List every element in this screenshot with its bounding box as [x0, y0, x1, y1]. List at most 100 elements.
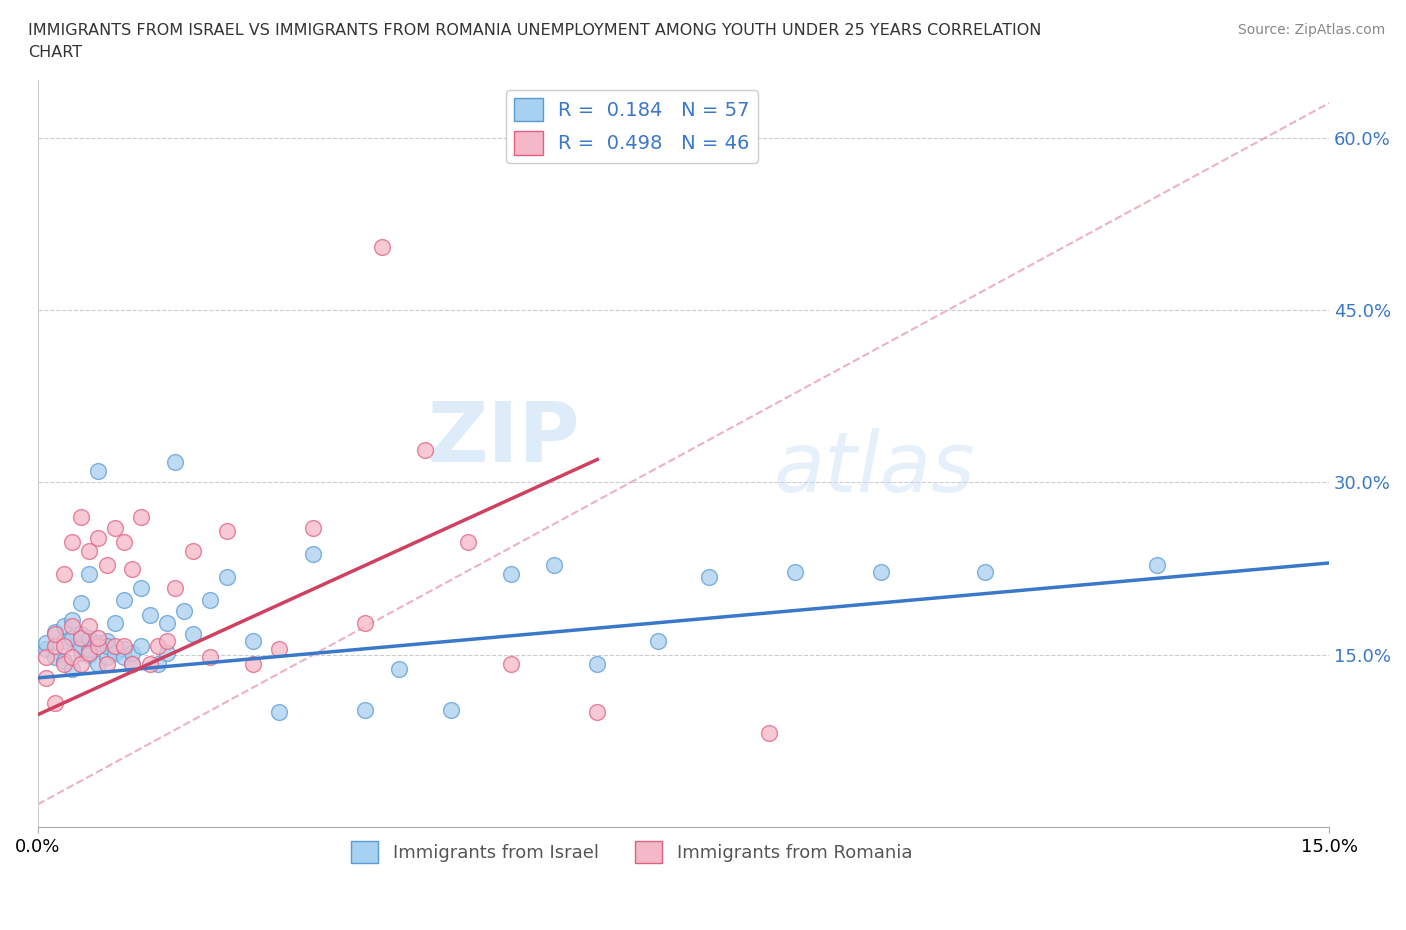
Point: [697, 569, 720, 584]
Point: [156, 645, 179, 660]
Point: [129, 510, 152, 525]
Point: [129, 581, 152, 596]
Point: [44, 638, 66, 653]
Point: [501, 567, 523, 582]
Point: [302, 546, 325, 561]
Point: [181, 627, 204, 642]
Point: [121, 657, 143, 671]
Point: [138, 607, 160, 622]
Point: [148, 657, 170, 671]
Point: [973, 565, 995, 579]
Point: [69, 510, 91, 525]
Point: [758, 725, 780, 740]
Point: [79, 631, 101, 645]
Point: [104, 521, 127, 536]
Point: [69, 596, 91, 611]
Point: [353, 703, 375, 718]
Point: [87, 636, 110, 651]
Point: [121, 657, 143, 671]
Point: [104, 638, 127, 653]
Point: [60, 618, 83, 633]
Point: [242, 657, 264, 671]
Point: [69, 638, 91, 653]
Point: [267, 642, 290, 657]
Point: [112, 638, 135, 653]
Point: [44, 696, 66, 711]
Point: [52, 657, 75, 671]
Point: [543, 558, 565, 573]
Point: [413, 443, 436, 458]
Point: [35, 642, 58, 657]
Point: [69, 627, 91, 642]
Point: [148, 638, 170, 653]
Point: [87, 463, 110, 478]
Point: [302, 521, 325, 536]
Point: [501, 657, 523, 671]
Point: [198, 650, 221, 665]
Point: [156, 633, 179, 648]
Point: [60, 661, 83, 676]
Point: [217, 569, 239, 584]
Point: [371, 239, 394, 254]
Point: [586, 657, 609, 671]
Point: [156, 616, 179, 631]
Point: [44, 650, 66, 665]
Point: [52, 618, 75, 633]
Point: [586, 705, 609, 720]
Point: [112, 642, 135, 657]
Point: [96, 558, 118, 573]
Point: [60, 535, 83, 550]
Point: [121, 562, 143, 577]
Point: [1146, 558, 1168, 573]
Point: [388, 661, 411, 676]
Point: [79, 642, 101, 657]
Point: [785, 565, 807, 579]
Point: [79, 618, 101, 633]
Point: [198, 592, 221, 607]
Point: [52, 633, 75, 648]
Point: [112, 650, 135, 665]
Point: [138, 657, 160, 671]
Point: [79, 544, 101, 559]
Point: [35, 671, 58, 685]
Point: [104, 616, 127, 631]
Point: [87, 631, 110, 645]
Point: [69, 657, 91, 671]
Point: [79, 647, 101, 662]
Point: [104, 645, 127, 660]
Point: [87, 638, 110, 653]
Point: [69, 645, 91, 660]
Point: [112, 535, 135, 550]
Text: atlas: atlas: [773, 428, 976, 510]
Point: [440, 703, 463, 718]
Point: [112, 592, 135, 607]
Point: [52, 653, 75, 668]
Point: [129, 638, 152, 653]
Point: [267, 705, 290, 720]
Point: [181, 544, 204, 559]
Point: [457, 535, 479, 550]
Legend: Immigrants from Israel, Immigrants from Romania: Immigrants from Israel, Immigrants from …: [344, 834, 920, 870]
Point: [96, 633, 118, 648]
Point: [79, 645, 101, 660]
Point: [96, 638, 118, 653]
Point: [242, 633, 264, 648]
Point: [52, 567, 75, 582]
Point: [35, 650, 58, 665]
Point: [60, 613, 83, 628]
Point: [647, 633, 669, 648]
Point: [165, 581, 187, 596]
Point: [353, 616, 375, 631]
Point: [870, 565, 893, 579]
Point: [87, 530, 110, 545]
Point: [217, 524, 239, 538]
Point: [96, 657, 118, 671]
Point: [69, 631, 91, 645]
Point: [60, 631, 83, 645]
Point: [121, 645, 143, 660]
Point: [44, 627, 66, 642]
Text: ZIP: ZIP: [427, 398, 581, 479]
Point: [165, 455, 187, 470]
Text: CHART: CHART: [28, 45, 82, 60]
Point: [96, 650, 118, 665]
